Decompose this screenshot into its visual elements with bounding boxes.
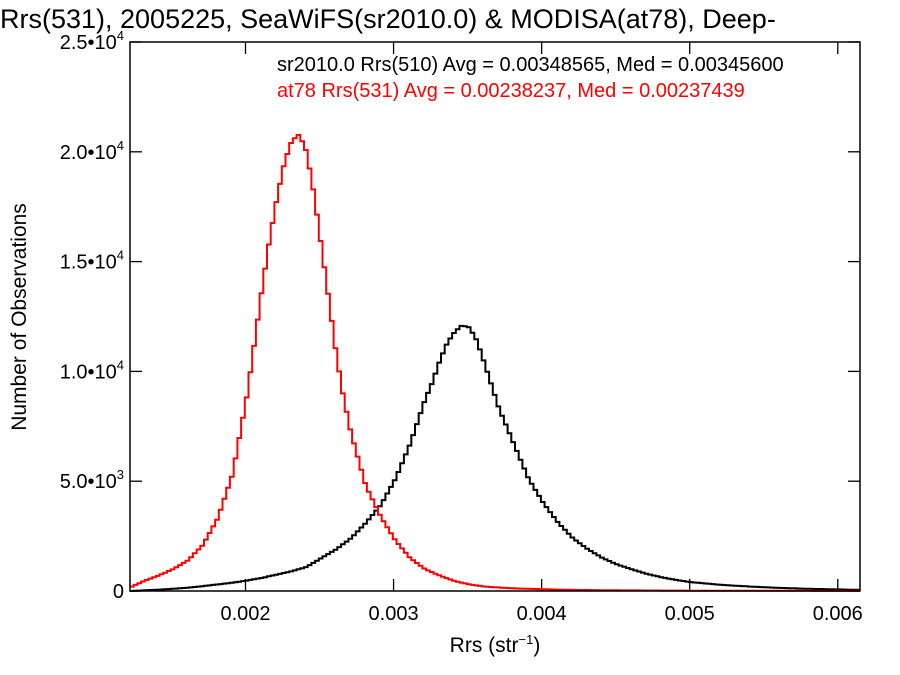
y-tick-label: 2.0•104	[60, 138, 124, 164]
x-tick-label: 0.005	[665, 603, 715, 625]
x-tick-label: 0.004	[517, 603, 567, 625]
y-axis-label: Number of Observations	[8, 203, 31, 431]
sr2010-histogram-line	[130, 324, 861, 592]
at78-histogram-line	[130, 133, 860, 592]
y-tick-label: 1.0•104	[60, 357, 124, 383]
y-tick-label: 2.5•104	[60, 28, 124, 54]
x-tick-label: 0.003	[369, 603, 419, 625]
x-axis-label-close: )	[533, 634, 540, 657]
legend-entry-red: at78 Rrs(531) Avg = 0.00238237, Med = 0.…	[277, 80, 745, 102]
axis-ticks: 0.002 0.003 0.004 0.005 0.006 0 5.0•103 1.0•104…	[60, 28, 863, 625]
x-axis-label-exponent: −1	[519, 632, 534, 647]
legend-entry-black: sr2010.0 Rrs(510) Avg = 0.00348565, Med …	[277, 54, 784, 76]
y-tick-label: 0	[113, 581, 124, 603]
plot-frame	[129, 41, 861, 592]
y-tick-label: 1.5•104	[60, 248, 124, 274]
y-tick-label: 5.0•103	[60, 467, 124, 493]
x-tick-label: 0.006	[813, 603, 863, 625]
x-axis-label: Rrs (str−1)	[450, 632, 541, 657]
series-group	[130, 133, 861, 592]
chart-title: Rrs(531), 2005225, SeaWiFS(sr2010.0) & M…	[0, 4, 776, 34]
x-tick-label: 0.002	[220, 603, 270, 625]
